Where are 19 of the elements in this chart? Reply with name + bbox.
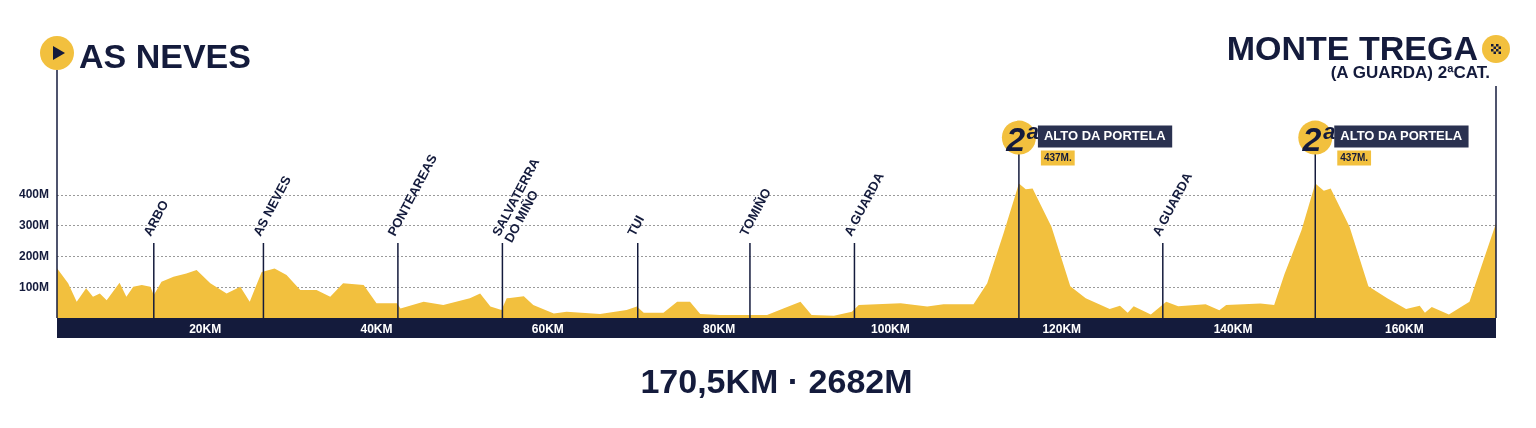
annotation: ALTO DA PORTELA: [1043, 128, 1167, 144]
x-tick-label: 100KM: [871, 321, 910, 336]
y-tick-label: 100M: [18, 279, 49, 294]
y-tick-label: 400M: [18, 187, 49, 202]
x-tick-label: 80KM: [703, 321, 736, 336]
annotation: 437M.: [1043, 152, 1072, 164]
text: 170,5KM · 2682M: [640, 362, 913, 400]
x-tick-label: 60KM: [531, 321, 564, 336]
annotation: ALTO DA PORTELA: [1340, 128, 1463, 144]
y-tick-label: 300M: [18, 218, 49, 233]
y-tick-label: 200M: [18, 248, 49, 263]
x-tick-label: 140KM: [1213, 321, 1253, 336]
x-tick-label: 120KM: [1042, 321, 1082, 336]
annotation: 437M.: [1340, 152, 1369, 164]
ref-line-label: TUI: [624, 212, 648, 239]
x-tick-label: 40KM: [360, 321, 393, 336]
x-tick-label: 20KM: [189, 321, 222, 336]
x-tick-label: 160KM: [1385, 321, 1424, 336]
ref-line-label: AS NEVES: [79, 37, 251, 75]
